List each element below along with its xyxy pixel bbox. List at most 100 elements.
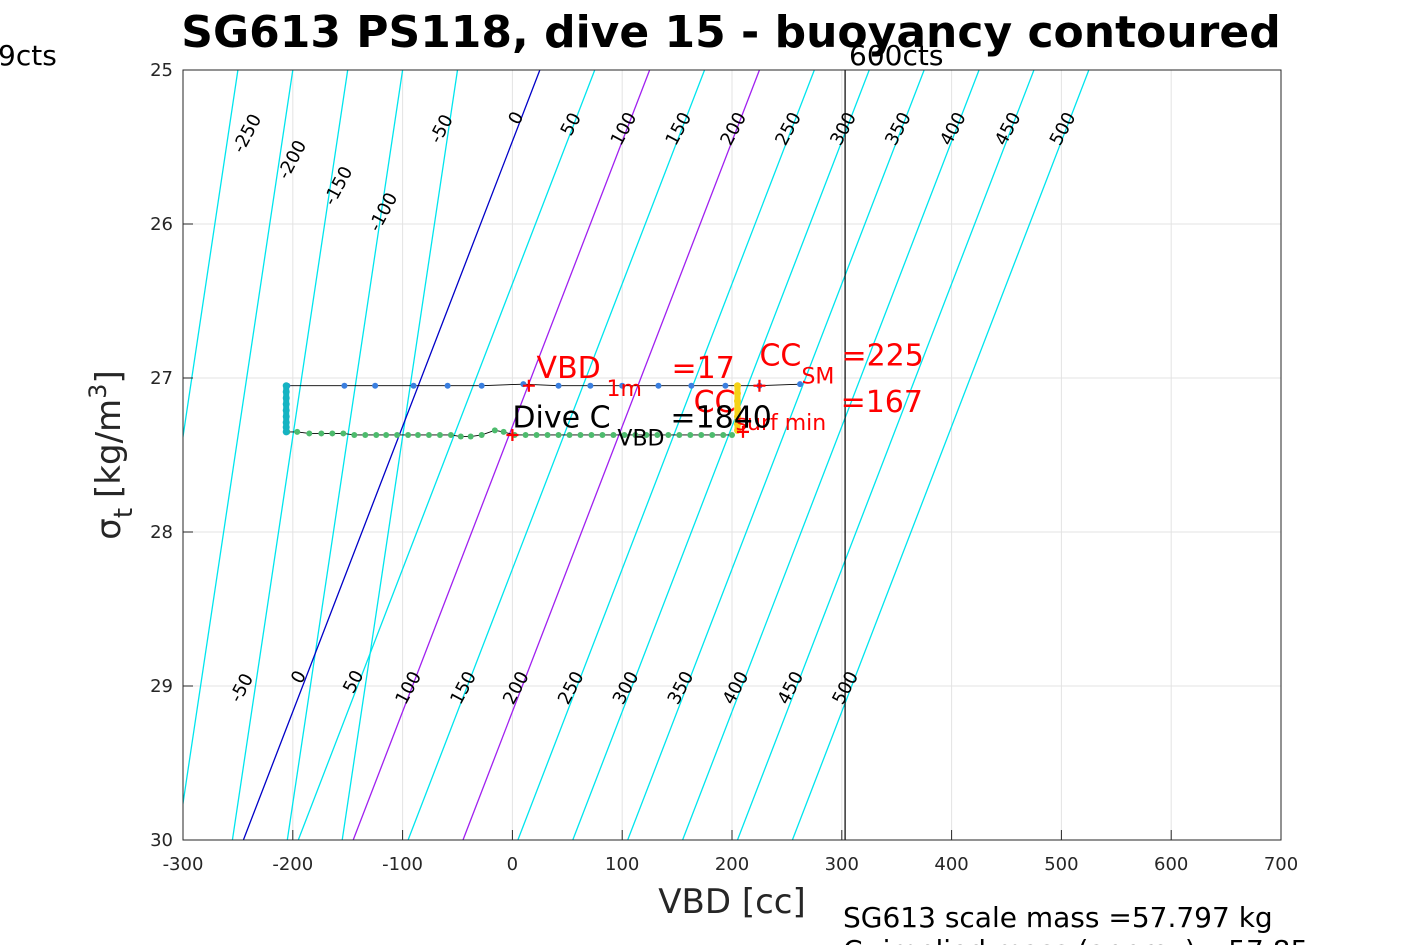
climb-point (698, 431, 705, 438)
climb-point (577, 431, 584, 438)
dive-point (372, 382, 379, 389)
y-tick-label: 29 (150, 676, 173, 697)
climb-point (373, 431, 380, 438)
annotation-sub: 1m (607, 377, 642, 402)
surface-point (733, 420, 741, 428)
apogee-point (282, 382, 290, 390)
climb-point (457, 433, 464, 440)
climb-point (566, 431, 573, 438)
climb-point (599, 431, 606, 438)
dive-point (655, 382, 662, 389)
x-tick-label: 100 (605, 854, 639, 875)
contour-line--250 (183, 70, 239, 442)
climb-point (306, 430, 313, 437)
dive-point (797, 381, 804, 388)
climb-point (340, 430, 347, 437)
climb-point (610, 431, 617, 438)
chart-title: SG613 PS118, dive 15 - buoyancy contoure… (181, 7, 1280, 58)
climb-point (362, 431, 369, 438)
climb-point (621, 431, 628, 438)
contour-line-500 (791, 70, 1090, 840)
dive-series (282, 381, 804, 440)
y-tick-label: 28 (150, 522, 173, 543)
x-tick-label: 500 (1044, 854, 1078, 875)
contour-line-350 (627, 70, 925, 840)
plus-marker (506, 428, 519, 441)
climb-point (436, 431, 443, 438)
plus-marker (522, 379, 535, 392)
surface-point (733, 389, 741, 397)
climb-point (654, 431, 661, 438)
dive-point (555, 382, 562, 389)
dive-point (444, 382, 451, 389)
contour-line-300 (572, 70, 870, 840)
contour-line--150 (231, 70, 349, 840)
y-tick-label: 27 (150, 368, 173, 389)
apogee-point (282, 388, 290, 396)
y-axis-label: σt[kg/m3] (84, 370, 139, 539)
surface-point (733, 382, 741, 390)
x-tick-label: 600 (1154, 854, 1188, 875)
left-edge-label: 9cts (0, 39, 57, 72)
climb-point (676, 431, 683, 438)
annotation-value: =225 (841, 339, 923, 374)
x-tick-label: 200 (715, 854, 749, 875)
buoyancy-contours (183, 70, 1090, 840)
plus-marker (736, 425, 749, 438)
climb-point (500, 428, 507, 435)
dive-point (410, 382, 417, 389)
axis-ticks: -300 -200 -100 0 100 200 300 400 500 600 700 25 26 27… (150, 60, 1298, 875)
apogee-point (282, 428, 290, 436)
climb-point (425, 431, 432, 438)
annotation-value: =167 (841, 385, 923, 420)
climb-point (405, 431, 412, 438)
annotation-sub: SM (801, 365, 834, 390)
x-tick-label: 0 (507, 854, 518, 875)
climb-point (414, 431, 421, 438)
contour-line-250 (517, 70, 815, 840)
climb-point (491, 427, 498, 434)
vline-label: 600cts (849, 39, 943, 72)
contour-line-0 (242, 70, 541, 840)
contour-line--200 (183, 70, 294, 808)
y-tick-label: 30 (150, 830, 173, 851)
dive-point (341, 382, 348, 389)
x-tick-label: -200 (272, 854, 313, 875)
dive-point (587, 382, 594, 389)
climb-point (522, 431, 529, 438)
climb-point (720, 431, 727, 438)
climb-point (318, 430, 325, 437)
climb-point (632, 431, 639, 438)
apogee-point (282, 400, 290, 408)
scale-mass-label: SG613 scale mass =57.797 kg (843, 901, 1273, 934)
x-tick-label: 700 (1264, 854, 1298, 875)
contour-line-150 (407, 70, 706, 840)
implied-mass-label: C₀ implied mass (approx) =57.85... (843, 934, 1335, 945)
plus-marker (753, 379, 766, 392)
annotation-main: CC (759, 339, 801, 374)
contour-line-450 (736, 70, 1035, 840)
apogee-point (282, 413, 290, 420)
x-tick-label: -100 (382, 854, 423, 875)
surface-point (733, 413, 741, 420)
dive-point (722, 382, 729, 389)
annotation-main: VBD (537, 351, 601, 386)
climb-point (544, 431, 551, 438)
contour-line--100 (286, 70, 404, 840)
annotation-main: Dive C (512, 400, 610, 435)
dive-point (688, 382, 695, 389)
annotation-sub: VBD (617, 426, 664, 451)
climb-point (329, 430, 336, 437)
annotation-value: =17 (672, 351, 735, 386)
climb-point (709, 431, 716, 438)
climb-point (383, 431, 390, 438)
surface-point (733, 405, 741, 413)
climb-point (533, 431, 540, 438)
contour-line-400 (681, 70, 980, 840)
apogee-point (282, 394, 290, 402)
x-tick-label: 400 (934, 854, 968, 875)
climb-point (588, 431, 595, 438)
annotation-value: =1840 (670, 400, 771, 435)
contour-line-200 (462, 70, 761, 840)
